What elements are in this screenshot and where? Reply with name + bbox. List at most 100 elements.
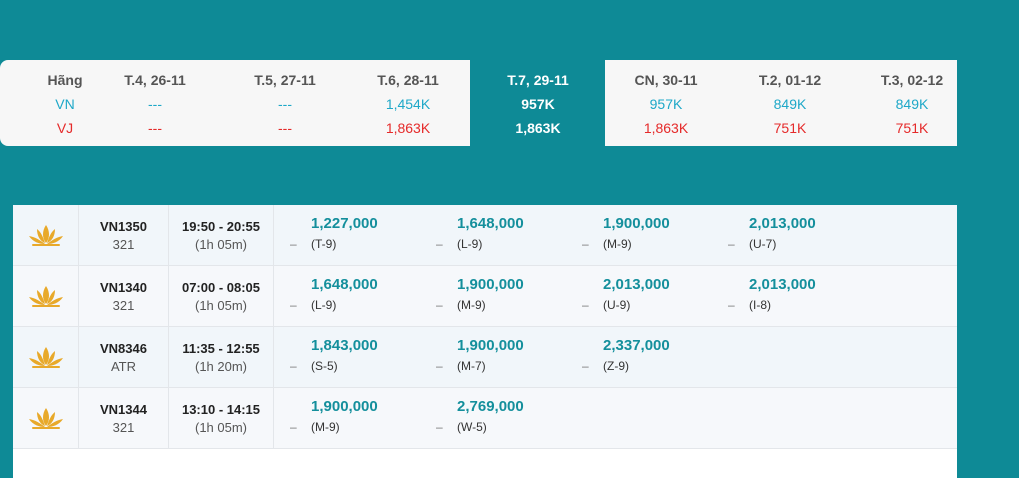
day-date[interactable]: T.2, 01-12 bbox=[758, 72, 822, 88]
aircraft-type: ATR bbox=[110, 359, 137, 374]
flight-info: VN1350 321 bbox=[79, 205, 169, 265]
flight-time: 19:50 - 20:55 (1h 05m) bbox=[169, 205, 274, 265]
flight-duration: (1h 05m) bbox=[194, 298, 248, 313]
day-vj-price[interactable]: 751K bbox=[773, 120, 807, 136]
fare-class: (T-9) bbox=[311, 237, 337, 251]
fare-class: (S-5) bbox=[311, 359, 338, 373]
flight-row: VN1350 321 19:50 - 20:55 (1h 05m) –1,227,00… bbox=[13, 205, 957, 266]
day-vj-price[interactable]: --- bbox=[148, 120, 162, 136]
day-date[interactable]: CN, 30-11 bbox=[634, 72, 698, 88]
day-date[interactable]: T.6, 28-11 bbox=[377, 72, 439, 88]
flight-row: VN1340 321 07:00 - 08:05 (1h 05m) –1,648,00… bbox=[13, 266, 957, 327]
fare-price[interactable]: 1,900,000 bbox=[311, 398, 378, 415]
day-column[interactable]: T.6, 28-11 1,454K 1,863K bbox=[348, 72, 468, 144]
calendar-panel-right bbox=[605, 60, 957, 146]
fare-class: (U-7) bbox=[749, 237, 777, 251]
fare-price[interactable]: 2,013,000 bbox=[749, 276, 816, 293]
departure-arrival-time: 07:00 - 08:05 bbox=[181, 280, 261, 295]
flight-time: 13:10 - 14:15 (1h 05m) bbox=[169, 388, 274, 448]
fare-price[interactable]: 2,013,000 bbox=[603, 276, 670, 293]
flight-row: VN1344 321 13:10 - 14:15 (1h 05m) –1,900,00… bbox=[13, 388, 957, 449]
fare-price[interactable]: 2,013,000 bbox=[749, 215, 816, 232]
aircraft-type: 321 bbox=[112, 420, 135, 435]
airline-logo-icon bbox=[13, 266, 79, 326]
day-vn-price[interactable]: 849K bbox=[895, 96, 929, 112]
day-column[interactable]: T.3, 02-12 849K 751K bbox=[852, 72, 972, 144]
day-vj-price[interactable]: 751K bbox=[895, 120, 929, 136]
flight-number: VN1344 bbox=[100, 402, 147, 417]
fare-class: (M-9) bbox=[603, 237, 632, 251]
fare-dash: – bbox=[290, 237, 297, 251]
day-vj-price[interactable]: 1,863K bbox=[515, 120, 561, 136]
day-vj-price[interactable]: 1,863K bbox=[643, 120, 689, 136]
fare-dash: – bbox=[582, 359, 589, 373]
flight-duration: (1h 20m) bbox=[194, 359, 248, 374]
fare-dash: – bbox=[582, 298, 589, 312]
airline-header: Hãng bbox=[47, 72, 83, 88]
day-column[interactable]: CN, 30-11 957K 1,863K bbox=[606, 72, 726, 144]
fare-dash: – bbox=[728, 298, 735, 312]
airline-logo-icon bbox=[13, 388, 79, 448]
day-vj-price[interactable]: --- bbox=[278, 120, 292, 136]
day-column[interactable]: T.4, 26-11 --- --- bbox=[95, 72, 215, 144]
fare-class: (L-9) bbox=[311, 298, 337, 312]
fare-dash: – bbox=[728, 237, 735, 251]
flight-time: 11:35 - 12:55 (1h 20m) bbox=[169, 327, 274, 387]
calendar-panel-left bbox=[0, 60, 470, 146]
departure-arrival-time: 19:50 - 20:55 bbox=[181, 219, 261, 234]
day-date[interactable]: T.5, 27-11 bbox=[254, 72, 316, 88]
fare-dash: – bbox=[436, 359, 443, 373]
flight-info: VN1340 321 bbox=[79, 266, 169, 326]
flight-list: VN1350 321 19:50 - 20:55 (1h 05m) –1,227,00… bbox=[13, 205, 957, 478]
fare-price[interactable]: 1,843,000 bbox=[311, 337, 378, 354]
fare-price[interactable]: 1,900,000 bbox=[457, 276, 524, 293]
flight-time: 07:00 - 08:05 (1h 05m) bbox=[169, 266, 274, 326]
day-date[interactable]: T.3, 02-12 bbox=[880, 72, 944, 88]
day-vn-price[interactable]: 849K bbox=[773, 96, 807, 112]
fare-class: (I-8) bbox=[749, 298, 771, 312]
aircraft-type: 321 bbox=[112, 237, 135, 252]
day-column[interactable]: T.2, 01-12 849K 751K bbox=[730, 72, 850, 144]
fare-price[interactable]: 2,337,000 bbox=[603, 337, 670, 354]
departure-arrival-time: 13:10 - 14:15 bbox=[181, 402, 261, 417]
fare-class: (M-9) bbox=[457, 298, 486, 312]
day-vn-price[interactable]: --- bbox=[278, 96, 292, 112]
fare-class: (M-9) bbox=[311, 420, 340, 434]
fare-dash: – bbox=[290, 298, 297, 312]
fare-dash: – bbox=[436, 237, 443, 251]
fare-dash: – bbox=[290, 420, 297, 434]
flight-number: VN1340 bbox=[100, 280, 147, 295]
fare-dash: – bbox=[436, 420, 443, 434]
fare-dash: – bbox=[436, 298, 443, 312]
flight-info: VN8346 ATR bbox=[79, 327, 169, 387]
flight-duration: (1h 05m) bbox=[194, 420, 248, 435]
fare-dash: – bbox=[582, 237, 589, 251]
flight-number: VN8346 bbox=[100, 341, 147, 356]
airline-vn: VN bbox=[55, 96, 75, 112]
fare-price[interactable]: 1,227,000 bbox=[311, 215, 378, 232]
fare-price[interactable]: 1,648,000 bbox=[457, 215, 524, 232]
fare-class: (M-7) bbox=[457, 359, 486, 373]
departure-arrival-time: 11:35 - 12:55 bbox=[182, 341, 260, 356]
day-date[interactable]: T.4, 26-11 bbox=[124, 72, 186, 88]
day-column-selected[interactable]: T.7, 29-11 957K 1,863K bbox=[478, 72, 598, 144]
day-vn-price[interactable]: 957K bbox=[649, 96, 683, 112]
day-vn-price[interactable]: 957K bbox=[521, 96, 555, 112]
fare-price[interactable]: 1,900,000 bbox=[457, 337, 524, 354]
day-date[interactable]: T.7, 29-11 bbox=[507, 72, 569, 88]
day-vn-price[interactable]: 1,454K bbox=[385, 96, 431, 112]
fare-price[interactable]: 2,769,000 bbox=[457, 398, 524, 415]
fare-price[interactable]: 1,648,000 bbox=[311, 276, 378, 293]
fare-price[interactable]: 1,900,000 bbox=[603, 215, 670, 232]
fare-class: (U-9) bbox=[603, 298, 631, 312]
fare-class: (W-5) bbox=[457, 420, 487, 434]
fare-class: (L-9) bbox=[457, 237, 483, 251]
fare-dash: – bbox=[290, 359, 297, 373]
day-vj-price[interactable]: 1,863K bbox=[385, 120, 431, 136]
aircraft-type: 321 bbox=[112, 298, 135, 313]
flight-info: VN1344 321 bbox=[79, 388, 169, 448]
flight-row: VN8346 ATR 11:35 - 12:55 (1h 20m) –1,843,00… bbox=[13, 327, 957, 388]
airline-vj: VJ bbox=[56, 120, 74, 136]
day-column[interactable]: T.5, 27-11 --- --- bbox=[225, 72, 345, 144]
day-vn-price[interactable]: --- bbox=[148, 96, 162, 112]
